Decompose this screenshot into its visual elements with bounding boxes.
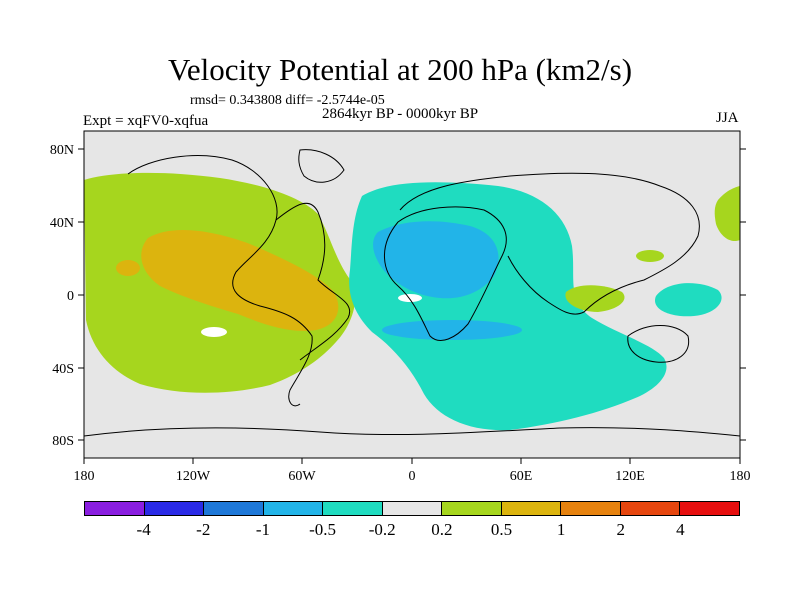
positive-anomaly-core-americas <box>141 230 339 331</box>
colorbar-label: 0.5 <box>490 520 513 539</box>
colorbar-swatch <box>144 502 205 515</box>
coastlines <box>84 149 740 437</box>
experiment-label: Expt = xqFV0-xqfua <box>83 113 209 129</box>
eurasia-coast <box>399 172 700 315</box>
lon-label-0: 0 <box>409 469 416 484</box>
positive-anomaly-spot-pacific <box>116 260 140 276</box>
colorbar-label: 4 <box>676 520 685 539</box>
lat-label-80n: 80N <box>50 143 74 158</box>
colorbar-swatch <box>323 502 383 515</box>
colorbar-label: -0.5 <box>309 520 336 539</box>
lon-label-120e: 120E <box>615 469 645 484</box>
antarctica-coast <box>84 427 740 437</box>
map-area <box>84 131 740 458</box>
greenland-coast <box>298 149 345 183</box>
africa-coast <box>384 206 507 341</box>
colorbar-label: -0.2 <box>368 520 396 539</box>
negative-anomaly-core-south-atlantic <box>382 320 522 340</box>
lat-label-40n: 40N <box>50 216 74 231</box>
colorbar-swatch <box>501 502 562 515</box>
period-label: 2864kyr BP - 0000kyr BP <box>322 106 479 122</box>
lon-label-60e: 60E <box>510 469 533 484</box>
lon-label-120w: 120W <box>176 469 211 484</box>
season-label: JJA <box>716 110 739 126</box>
map-title: Velocity Potential at 200 hPa (km2/s) <box>167 52 633 87</box>
neutral-spot-atlantic <box>398 294 422 302</box>
colorbar-swatch <box>382 502 443 515</box>
colorbar-label: -4 <box>136 520 151 539</box>
lon-label-180e: 180 <box>730 469 751 484</box>
negative-anomaly-west-pacific <box>654 283 722 317</box>
colorbar-swatch <box>263 502 324 515</box>
americas-west-coast <box>127 155 313 407</box>
colorbar-swatch <box>561 502 621 515</box>
colorbar-label: 0.2 <box>431 520 453 539</box>
positive-anomaly-east-asia <box>565 285 625 312</box>
colorbar-label: 1 <box>556 520 566 539</box>
colorbar <box>84 501 740 516</box>
lon-label-60w: 60W <box>288 469 316 484</box>
lat-label-80s: 80S <box>52 434 74 449</box>
colorbar-swatch <box>204 502 264 515</box>
americas-east-coast <box>275 202 351 361</box>
australia-coast <box>627 325 690 363</box>
lat-label-40s: 40S <box>52 362 74 377</box>
stats-line: rmsd= 0.343808 diff= -2.5744e-05 <box>190 93 385 108</box>
colorbar-swatch <box>442 502 502 515</box>
axis-ticks <box>78 148 746 464</box>
positive-anomaly-small <box>636 250 664 262</box>
lat-label-0: 0 <box>67 289 74 304</box>
colorbar-swatch <box>620 502 681 515</box>
colorbar-swatch <box>85 502 145 515</box>
negative-anomaly-core-africa <box>373 221 499 299</box>
colorbar-label: 2 <box>616 520 625 539</box>
colorbar-swatch <box>680 502 740 515</box>
colorbar-label: -1 <box>255 520 270 539</box>
colorbar-label: -2 <box>196 520 211 539</box>
neutral-spot-pacific <box>201 327 227 337</box>
lon-label-180w: 180 <box>74 469 95 484</box>
positive-anomaly-north-pacific <box>714 186 740 242</box>
